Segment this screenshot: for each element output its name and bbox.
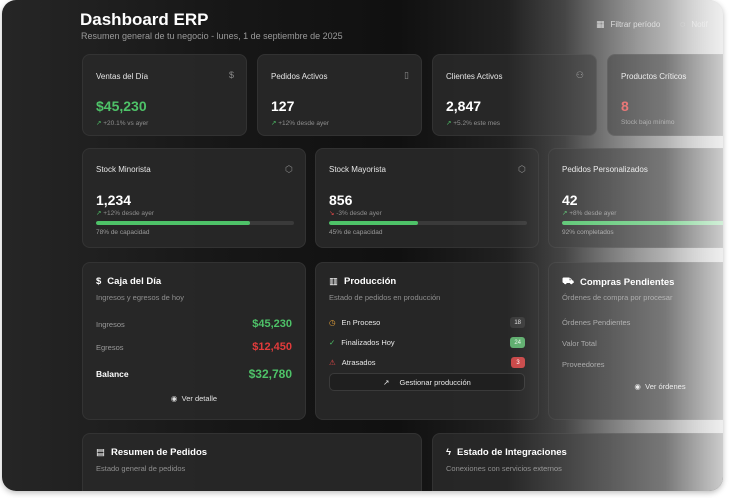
kpi-value: 8	[621, 98, 629, 114]
calendar-icon: ▦	[596, 19, 605, 29]
lightning-icon: ϟ	[446, 447, 452, 458]
produccion-subtitle: Estado de pedidos en producción	[329, 293, 441, 302]
ver-detalle-button[interactable]: ◉ Ver detalle	[170, 394, 218, 403]
stock-caption: 45% de capacidad	[329, 229, 383, 236]
resumen-title: ▤ Resumen de Pedidos	[96, 447, 208, 458]
notifications-label: Notif	[691, 20, 708, 29]
stock-trend: ↗ +12% desde ayer	[96, 210, 155, 217]
clock-icon: ◷	[329, 318, 336, 327]
caja-row-ingresos: Ingresos $45,230	[96, 318, 292, 330]
dashboard-window: Dashboard ERP Resumen general de tu nego…	[2, 0, 723, 491]
stock-value: 42	[562, 192, 578, 208]
integraciones-subtitle: Conexiones con servicios externos	[446, 464, 562, 473]
bell-icon: ◌	[680, 19, 686, 29]
warning-icon: ⚠	[329, 358, 336, 367]
filter-period-label: Filtrar período	[610, 20, 661, 29]
stock-label: Stock Minorista	[96, 165, 151, 174]
gestionar-produccion-button[interactable]: ↗ Gestionar producción	[329, 373, 525, 391]
check-circle-icon: ✓	[329, 338, 336, 347]
caja-subtitle: Ingresos y egresos de hoy	[96, 293, 184, 302]
eye-icon: ◉	[170, 394, 178, 403]
stock-trend: ↘ -3% desde ayer	[329, 210, 382, 217]
box-icon: ⬡	[518, 164, 526, 174]
page-subtitle: Resumen general de tu negocio - lunes, 1…	[81, 31, 343, 41]
kpi-label: Clientes Activos	[446, 72, 503, 81]
resumen-subtitle: Estado general de pedidos	[96, 464, 186, 473]
status-badge: 3	[511, 357, 525, 368]
kpi-trend: Stock bajo mínimo	[621, 119, 675, 126]
kpi-card-productos: Productos Críticos 8 Stock bajo mínimo	[607, 54, 723, 136]
stock-card-mayorista: Stock Mayorista ⬡ 856 ↘ -3% desde ayer 4…	[315, 148, 539, 248]
compras-row: Valor Total	[562, 339, 597, 348]
trend-up-icon: ↗	[562, 210, 568, 217]
caja-row-egresos: Egresos $12,450	[96, 341, 292, 353]
stock-label: Pedidos Personalizados	[562, 165, 648, 174]
kpi-trend: ↗ +5.2% este mes	[446, 120, 501, 127]
caja-title: $ Caja del Día	[96, 276, 162, 287]
status-badge: 24	[510, 337, 525, 348]
users-icon: ⚇	[575, 70, 584, 80]
integraciones-card: ϟ Estado de Integraciones Conexiones con…	[432, 433, 723, 491]
stock-value: 1,234	[96, 192, 132, 208]
clipboard-icon: ▤	[96, 447, 105, 458]
stock-trend: ↗ +8% desde ayer	[562, 210, 617, 217]
caja-row-balance: Balance $32,780	[96, 367, 292, 381]
trend-up-icon: ↗	[271, 120, 277, 127]
cart-icon: ⛟	[562, 276, 574, 287]
stock-card-personalizados: Pedidos Personalizados 42 ↗ +8% desde ay…	[548, 148, 723, 248]
caja-card: $ Caja del Día Ingresos y egresos de hoy…	[82, 262, 306, 420]
produccion-title: ▥ Producción	[329, 276, 397, 287]
kpi-card-ventas: Ventas del Día $ $45,230 ↗ +20.1% vs aye…	[82, 54, 247, 136]
kpi-label: Productos Críticos	[621, 72, 687, 81]
dollar-icon: $	[228, 70, 234, 80]
produccion-row-atrasados: ⚠ Atrasados 3	[329, 357, 525, 368]
produccion-row-en-proceso: ◷ En Proceso 18	[329, 317, 525, 328]
box-icon: ⬡	[285, 164, 293, 174]
produccion-row-finalizados: ✓ Finalizados Hoy 24	[329, 337, 525, 348]
stock-progress-bar	[96, 221, 294, 225]
compras-title: ⛟ Compras Pendientes	[562, 276, 675, 288]
kpi-card-clientes: Clientes Activos ⚇ 2,847 ↗ +5.2% este me…	[432, 54, 597, 136]
eye-icon: ◉	[634, 382, 641, 391]
integraciones-title: ϟ Estado de Integraciones	[446, 447, 567, 458]
compras-row: Órdenes Pendientes	[562, 318, 631, 327]
kpi-label: Pedidos Activos	[271, 72, 328, 81]
clipboard-icon: ▯	[404, 70, 409, 80]
kpi-trend: ↗ +20.1% vs ayer	[96, 120, 149, 127]
notifications-button[interactable]: ◌ Notif	[680, 19, 708, 30]
stock-card-minorista: Stock Minorista ⬡ 1,234 ↗ +12% desde aye…	[82, 148, 306, 248]
compras-subtitle: Órdenes de compra por procesar	[562, 293, 673, 302]
kpi-label: Ventas del Día	[96, 72, 149, 81]
kpi-card-pedidos: Pedidos Activos ▯ 127 ↗ +12% desde ayer	[257, 54, 422, 136]
stock-caption: 92% completados	[562, 229, 614, 236]
kpi-value: 2,847	[446, 98, 482, 114]
trend-up-icon: ↗	[446, 120, 452, 127]
trend-down-icon: ↘	[329, 210, 335, 217]
kpi-value: $45,230	[96, 98, 147, 114]
stock-value: 856	[329, 192, 353, 208]
resumen-card: ▤ Resumen de Pedidos Estado general de p…	[82, 433, 422, 491]
stock-label: Stock Mayorista	[329, 165, 386, 174]
dollar-icon: $	[96, 276, 102, 287]
page-title: Dashboard ERP	[80, 10, 209, 29]
stock-progress-bar	[562, 221, 723, 225]
trend-up-icon: ↗	[96, 210, 102, 217]
stock-caption: 78% de capacidad	[96, 229, 150, 236]
trend-up-icon: ↗	[96, 120, 102, 127]
stock-progress-bar	[329, 221, 527, 225]
filter-period-button[interactable]: ▦ Filtrar período	[596, 19, 661, 30]
compras-row: Proveedores	[562, 360, 605, 369]
compras-card: ⛟ Compras Pendientes Órdenes de compra p…	[548, 262, 723, 420]
status-badge: 18	[510, 317, 525, 328]
ver-ordenes-button[interactable]: ◉ Ver órdenes	[634, 382, 686, 391]
chart-icon: ▥	[329, 276, 338, 287]
arrow-up-right-icon: ↗	[383, 377, 390, 387]
kpi-value: 127	[271, 98, 295, 114]
kpi-trend: ↗ +12% desde ayer	[271, 120, 330, 127]
produccion-card: ▥ Producción Estado de pedidos en produc…	[315, 262, 539, 420]
